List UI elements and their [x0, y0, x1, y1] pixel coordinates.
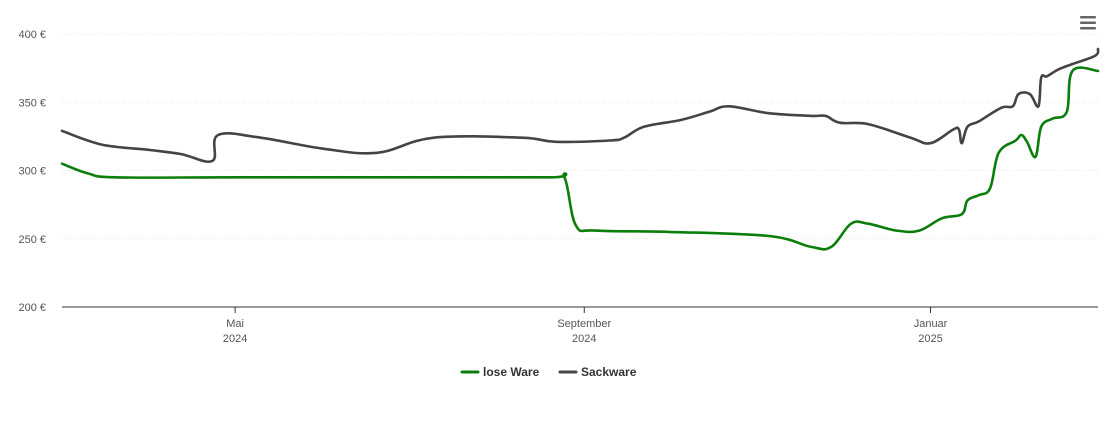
y-tick-label: 400 €	[18, 29, 46, 41]
series-lines	[60, 47, 1100, 251]
x-tick-year-label: 2024	[223, 333, 247, 345]
x-axis	[62, 306, 1098, 313]
series-line-lose-ware	[60, 66, 1100, 251]
series-line-sackware	[60, 47, 1100, 163]
legend-label: Sackware	[581, 365, 637, 379]
x-axis-labels: Mai 2024 September 2024 Januar 2025	[223, 318, 948, 345]
x-tick-year-label: 2024	[572, 333, 596, 345]
chart-menu-button[interactable]	[1078, 14, 1098, 32]
x-tick-month-label: September	[557, 318, 611, 330]
x-tick-month-label: Januar	[914, 318, 948, 330]
legend: lose Ware Sackware	[460, 365, 637, 379]
hamburger-menu-icon	[1080, 16, 1096, 30]
y-tick-label: 300 €	[18, 166, 46, 178]
legend-item[interactable]: lose Ware	[460, 365, 540, 379]
y-tick-label: 350 €	[18, 97, 46, 109]
y-axis-labels: 200 € 250 € 300 € 350 € 400 €	[18, 29, 46, 314]
legend-item[interactable]: Sackware	[558, 365, 637, 379]
legend-label: lose Ware	[483, 365, 540, 379]
y-tick-label: 200 €	[18, 302, 46, 314]
y-tick-label: 250 €	[18, 234, 46, 246]
x-tick-year-label: 2025	[918, 333, 942, 345]
x-tick-month-label: Mai	[226, 318, 244, 330]
